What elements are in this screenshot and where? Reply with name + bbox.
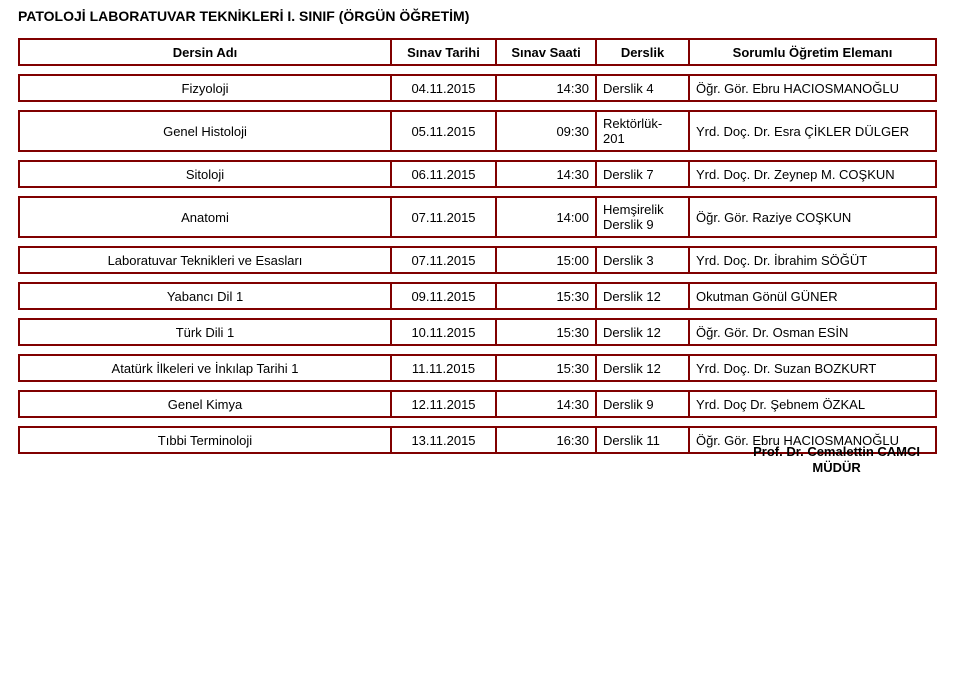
cell-date: 10.11.2015 [391,319,496,345]
cell-course: Genel Kimya [19,391,391,417]
table-row: Anatomi 07.11.2015 14:00 Hemşirelik Ders… [18,196,937,238]
table-row: Genel Histoloji 05.11.2015 09:30 Rektörl… [18,110,937,152]
cell-instructor: Yrd. Doç Dr. Şebnem ÖZKAL [689,391,936,417]
cell-time: 16:30 [496,427,596,453]
cell-room: Hemşirelik Derslik 9 [596,197,689,237]
table-row: Türk Dili 1 10.11.2015 15:30 Derslik 12 … [18,318,937,346]
cell-room: Derslik 12 [596,283,689,309]
cell-time: 14:00 [496,197,596,237]
cell-time: 14:30 [496,391,596,417]
cell-date: 07.11.2015 [391,247,496,273]
cell-time: 14:30 [496,75,596,101]
header-instructor: Sorumlu Öğretim Elemanı [689,39,936,65]
header-time: Sınav Saati [496,39,596,65]
cell-course: Sitoloji [19,161,391,187]
cell-room: Derslik 12 [596,319,689,345]
cell-room-line1: Hemşirelik [603,202,664,217]
cell-room: Derslik 3 [596,247,689,273]
cell-date: 07.11.2015 [391,197,496,237]
cell-room: Rektörlük- 201 [596,111,689,151]
cell-course: Yabancı Dil 1 [19,283,391,309]
footer-title: MÜDÜR [812,460,860,475]
cell-room: Derslik 4 [596,75,689,101]
table-row: Fizyoloji 04.11.2015 14:30 Derslik 4 Öğr… [18,74,937,102]
cell-date: 12.11.2015 [391,391,496,417]
cell-course: Tıbbi Terminoloji [19,427,391,453]
cell-instructor: Yrd. Doç. Dr. Suzan BOZKURT [689,355,936,381]
table-row: Genel Kimya 12.11.2015 14:30 Derslik 9 Y… [18,390,937,418]
cell-date: 11.11.2015 [391,355,496,381]
cell-time: 09:30 [496,111,596,151]
cell-room: Derslik 12 [596,355,689,381]
table-row: Yabancı Dil 1 09.11.2015 15:30 Derslik 1… [18,282,937,310]
cell-instructor: Yrd. Doç. Dr. Esra ÇİKLER DÜLGER [689,111,936,151]
header-room: Derslik [596,39,689,65]
cell-instructor: Yrd. Doç. Dr. Zeynep M. COŞKUN [689,161,936,187]
page-title: PATOLOJİ LABORATUVAR TEKNİKLERİ I. SINIF… [18,8,942,24]
cell-room-line1: Rektörlük- [603,116,662,131]
cell-course: Genel Histoloji [19,111,391,151]
header-date: Sınav Tarihi [391,39,496,65]
cell-date: 09.11.2015 [391,283,496,309]
table-row: Laboratuvar Teknikleri ve Esasları 07.11… [18,246,937,274]
table-row: Sitoloji 06.11.2015 14:30 Derslik 7 Yrd.… [18,160,937,188]
cell-room: Derslik 7 [596,161,689,187]
cell-instructor: Öğr. Gör. Dr. Osman ESİN [689,319,936,345]
cell-time: 15:30 [496,283,596,309]
cell-room: Derslik 11 [596,427,689,453]
cell-room-line2: 201 [603,131,625,146]
cell-date: 13.11.2015 [391,427,496,453]
cell-instructor: Öğr. Gör. Raziye COŞKUN [689,197,936,237]
header-row: Dersin Adı Sınav Tarihi Sınav Saati Ders… [18,38,937,66]
footer-signature: Prof. Dr. Cemalettin CAMCI MÜDÜR [753,444,920,477]
cell-room-line2: Derslik 9 [603,217,654,232]
cell-course: Fizyoloji [19,75,391,101]
cell-time: 15:30 [496,355,596,381]
cell-instructor: Okutman Gönül GÜNER [689,283,936,309]
cell-course: Laboratuvar Teknikleri ve Esasları [19,247,391,273]
cell-date: 04.11.2015 [391,75,496,101]
cell-date: 06.11.2015 [391,161,496,187]
cell-course: Türk Dili 1 [19,319,391,345]
cell-date: 05.11.2015 [391,111,496,151]
cell-course: Anatomi [19,197,391,237]
footer-name: Prof. Dr. Cemalettin CAMCI [753,444,920,459]
cell-time: 15:00 [496,247,596,273]
cell-instructor: Öğr. Gör. Ebru HACIOSMANOĞLU [689,75,936,101]
cell-room: Derslik 9 [596,391,689,417]
cell-time: 15:30 [496,319,596,345]
cell-time: 14:30 [496,161,596,187]
table-row: Atatürk İlkeleri ve İnkılap Tarihi 1 11.… [18,354,937,382]
header-course: Dersin Adı [19,39,391,65]
cell-course: Atatürk İlkeleri ve İnkılap Tarihi 1 [19,355,391,381]
cell-instructor: Yrd. Doç. Dr. İbrahim SÖĞÜT [689,247,936,273]
